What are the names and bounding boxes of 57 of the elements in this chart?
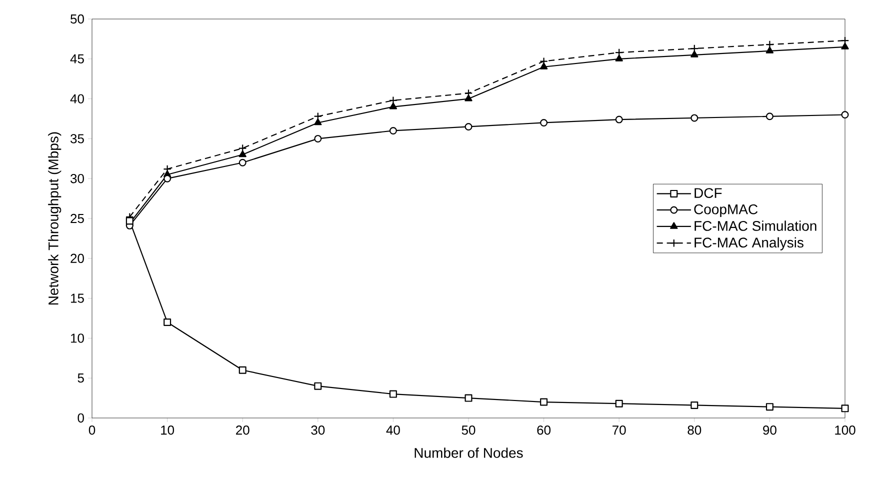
y-axis-title: Network Throughput (Mbps)	[48, 132, 62, 304]
legend-label: FC-MAC Analysis	[694, 237, 804, 250]
y-tick-label: 0	[78, 413, 84, 423]
y-tick-label: 5	[78, 374, 84, 383]
x-tick-label: 40	[386, 426, 400, 435]
point	[841, 42, 849, 50]
y-tick-label: 30	[70, 174, 84, 184]
x-tick-label: 50	[462, 426, 476, 435]
point	[238, 158, 246, 166]
legend-label: CoopMAC	[694, 204, 758, 218]
point	[314, 382, 322, 390]
y-tick-label: 35	[70, 134, 84, 144]
point	[389, 390, 397, 398]
point	[238, 144, 247, 152]
point	[164, 318, 172, 326]
point	[540, 398, 548, 406]
point	[238, 366, 246, 374]
x-tick-label: 100	[835, 426, 856, 435]
point	[615, 116, 623, 124]
x-tick-label: 0	[88, 426, 96, 435]
x-tick-label: 10	[161, 426, 174, 435]
y-tick-label: 50	[70, 14, 84, 24]
point	[690, 401, 698, 409]
y-tick-label: 10	[71, 334, 84, 343]
y-tick-label: 40	[70, 94, 84, 104]
point	[314, 118, 322, 126]
x-tick-label: 80	[688, 426, 702, 435]
point	[841, 404, 849, 412]
point	[615, 400, 623, 408]
point	[238, 150, 246, 158]
point	[540, 118, 548, 126]
point	[464, 94, 472, 102]
point	[314, 134, 322, 142]
point	[615, 54, 623, 62]
point	[766, 403, 774, 411]
point	[766, 112, 774, 120]
point	[690, 50, 698, 58]
x-tick-label: 90	[763, 426, 776, 435]
y-tick-label: 20	[70, 254, 84, 263]
point	[464, 122, 472, 130]
legend-label: FC-MAC Simulation	[694, 220, 816, 231]
point	[389, 102, 398, 110]
point	[464, 394, 472, 402]
x-tick-label: 30	[311, 426, 325, 435]
point	[766, 46, 774, 54]
legend-label: DCF	[694, 188, 722, 198]
x-axis-title: Number of Nodes	[414, 448, 523, 458]
point	[690, 114, 698, 122]
y-tick-label: 45	[70, 54, 84, 64]
point	[389, 126, 397, 134]
point	[540, 62, 548, 70]
x-tick-label: 60	[537, 426, 551, 435]
y-tick-label: 15	[71, 294, 84, 303]
x-tick-label: 20	[236, 426, 250, 435]
point	[841, 111, 849, 119]
x-tick-label: 70	[612, 426, 626, 435]
y-tick-label: 25	[70, 214, 84, 224]
